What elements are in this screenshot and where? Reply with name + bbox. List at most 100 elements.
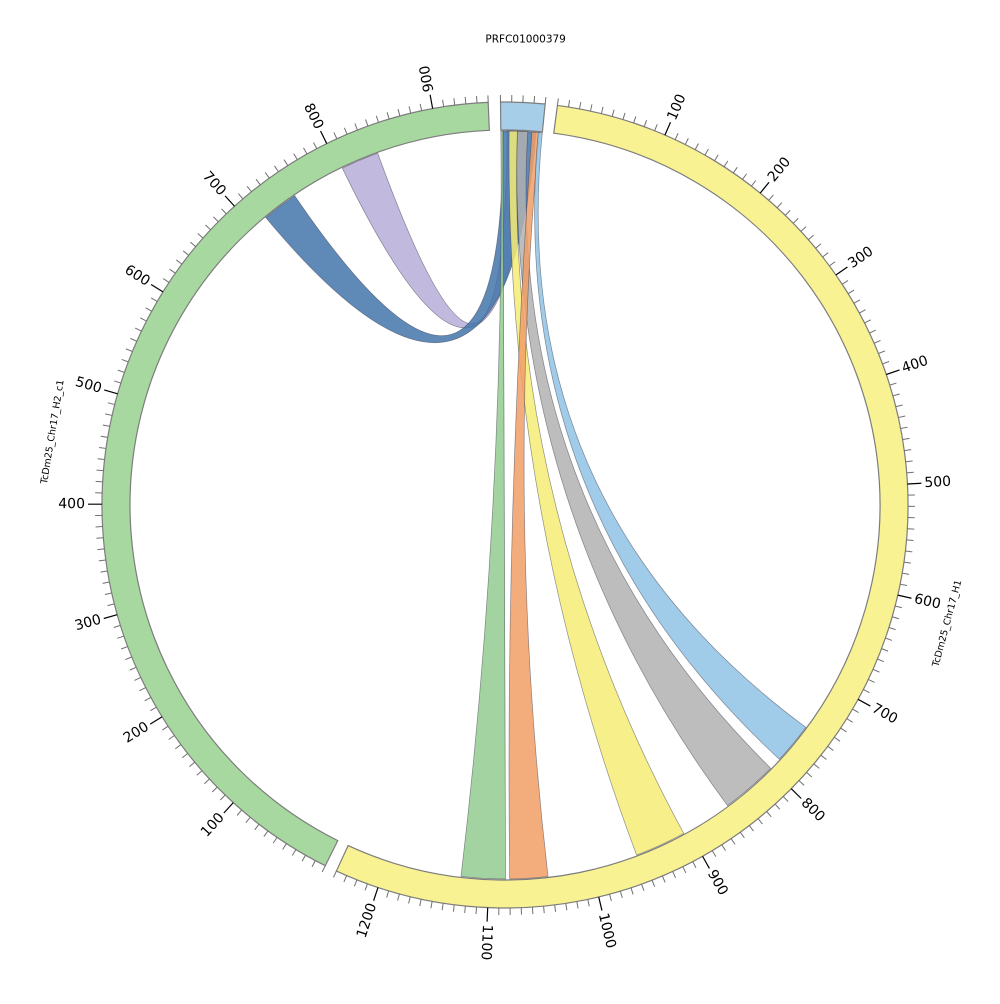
major-tick	[886, 370, 899, 375]
minor-tick	[874, 340, 880, 343]
minor-tick	[883, 362, 890, 364]
tick-label-TcDm25_Chr17_H1-300: 300	[845, 243, 876, 271]
minor-tick	[793, 218, 798, 223]
minor-tick	[896, 405, 903, 407]
minor-tick	[366, 119, 368, 126]
minor-tick	[135, 328, 141, 331]
minor-tick	[901, 427, 908, 428]
minor-tick	[354, 880, 357, 887]
minor-tick	[652, 880, 655, 887]
minor-tick	[454, 98, 455, 105]
major-tick	[907, 483, 921, 484]
minor-tick	[99, 447, 106, 448]
minor-tick	[189, 762, 194, 766]
minor-tick	[108, 604, 115, 606]
minor-tick	[190, 242, 195, 246]
minor-tick	[878, 351, 884, 354]
minor-tick	[544, 906, 545, 913]
minor-tick	[103, 425, 110, 426]
minor-tick	[749, 826, 753, 832]
major-tick	[224, 803, 233, 813]
minor-tick	[534, 96, 535, 103]
minor-tick	[114, 625, 121, 627]
tick-label-TcDm25_Chr17_H1-600: 600	[913, 591, 943, 613]
minor-tick	[125, 657, 131, 660]
minor-tick	[731, 839, 735, 845]
minor-tick	[322, 866, 325, 872]
minor-tick	[387, 112, 389, 119]
minor-tick	[398, 894, 400, 901]
minor-tick	[387, 891, 389, 898]
minor-tick	[834, 737, 840, 741]
minor-tick	[775, 804, 780, 809]
minor-tick	[903, 438, 910, 439]
major-tick	[703, 856, 710, 868]
tick-label-TcDm25_Chr17_H1-1000: 1000	[595, 912, 619, 950]
minor-tick	[854, 300, 860, 304]
minor-tick	[644, 120, 646, 127]
minor-tick	[848, 290, 854, 294]
minor-tick	[693, 862, 696, 868]
minor-tick	[758, 819, 762, 824]
minor-tick	[139, 688, 145, 691]
major-tick	[374, 887, 378, 900]
minor-tick	[302, 855, 305, 861]
minor-tick	[198, 233, 203, 238]
sector-name-TcDm25_Chr17_H2_c1: TcDm25_Chr17_H2_c1	[39, 379, 67, 486]
major-tick	[599, 897, 602, 911]
minor-tick	[182, 753, 188, 757]
minor-tick	[715, 155, 719, 161]
minor-tick	[807, 772, 812, 777]
minor-tick	[695, 144, 698, 150]
major-tick	[321, 131, 327, 144]
minor-tick	[712, 851, 716, 857]
minor-tick	[465, 906, 466, 913]
major-tick	[487, 908, 488, 922]
minor-tick	[150, 707, 156, 711]
minor-tick	[121, 647, 128, 649]
minor-tick	[246, 817, 250, 822]
minor-tick	[264, 831, 268, 837]
minor-tick	[905, 551, 912, 552]
minor-tick	[801, 227, 806, 232]
minor-tick	[612, 110, 614, 117]
minor-tick	[197, 771, 202, 776]
minor-tick	[673, 871, 676, 877]
minor-tick	[126, 349, 132, 352]
minor-tick	[255, 824, 259, 830]
minor-tick	[122, 359, 129, 361]
minor-tick	[134, 677, 140, 680]
minor-tick	[443, 100, 444, 107]
minor-tick	[409, 897, 411, 904]
tick-label-TcDm25_Chr17_H1-500: 500	[924, 474, 952, 491]
minor-tick	[97, 549, 104, 550]
minor-tick	[642, 884, 644, 891]
major-tick	[791, 789, 801, 799]
minor-tick	[785, 210, 790, 215]
minor-tick	[816, 244, 821, 248]
minor-tick	[799, 781, 804, 786]
minor-tick	[169, 735, 175, 739]
minor-tick	[545, 97, 546, 104]
minor-tick	[105, 593, 112, 595]
major-tick	[760, 182, 769, 193]
minor-tick	[130, 667, 136, 670]
minor-tick	[344, 876, 347, 882]
minor-tick	[900, 584, 907, 585]
tick-label-TcDm25_Chr17_H2_c1-500: 500	[73, 374, 103, 397]
minor-tick	[151, 298, 157, 302]
minor-tick	[175, 745, 181, 749]
minor-tick	[312, 861, 315, 867]
minor-tick	[420, 104, 421, 111]
minor-tick	[108, 403, 115, 405]
minor-tick	[334, 132, 337, 138]
minor-tick	[442, 903, 443, 910]
minor-tick	[256, 179, 260, 185]
tick-label-TcDm25_Chr17_H1-900: 900	[704, 867, 731, 898]
minor-tick	[376, 116, 378, 123]
minor-tick	[220, 795, 225, 800]
minor-tick	[205, 225, 210, 230]
minor-tick	[420, 899, 421, 906]
minor-tick	[895, 606, 902, 608]
minor-tick	[398, 109, 400, 116]
